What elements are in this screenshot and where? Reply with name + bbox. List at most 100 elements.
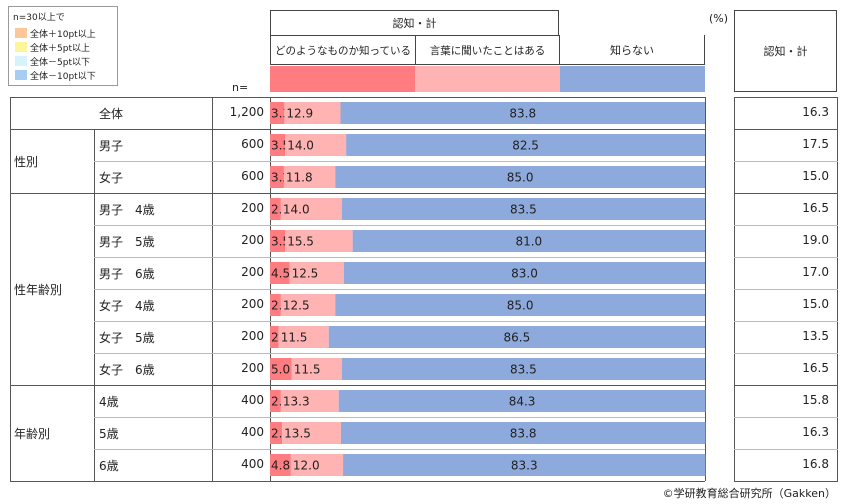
bar-segment — [343, 262, 705, 284]
bar-segment — [280, 390, 339, 412]
row-awareness-total: 17.5 — [802, 137, 829, 151]
unit-label: (%) — [709, 12, 729, 25]
row-n-value: 200 — [241, 201, 264, 215]
bar-segment — [340, 102, 705, 124]
bar-data-label: 83.5 — [510, 203, 537, 217]
credit: ©学研教育総合研究所（Gakken） — [662, 487, 836, 500]
row-n-value: 200 — [241, 361, 264, 375]
legend-label: 全体＋5pt以上 — [30, 43, 90, 54]
row-label: 全体 — [98, 107, 123, 121]
row-separator — [734, 257, 838, 258]
row-awareness-total: 15.8 — [802, 393, 829, 407]
bar-data-label: 12.5 — [283, 299, 310, 313]
row-label: 6歳 — [99, 459, 119, 473]
row-n-value: 200 — [241, 233, 264, 247]
summary-border — [734, 385, 838, 386]
bar-segment — [340, 422, 706, 444]
bar-data-label: 86.5 — [504, 331, 531, 345]
summary-border — [734, 481, 838, 482]
legend-item-minus10: 全体－10pt以下 — [15, 68, 96, 82]
row-separator — [734, 321, 838, 322]
row-n-value: 400 — [241, 393, 264, 407]
bar-data-label: 85.0 — [507, 171, 534, 185]
row-label: 男子 5歳 — [99, 235, 155, 249]
bar-segment — [280, 294, 336, 316]
bar-segment — [343, 454, 706, 476]
row-group-label: 性年齢別 — [14, 283, 63, 297]
row-n-value: 400 — [241, 425, 264, 439]
row-separator — [94, 449, 705, 450]
legend-swatch — [15, 28, 27, 38]
bar-data-label: 85.0 — [507, 299, 534, 313]
row-awareness-total: 15.0 — [802, 297, 829, 311]
row-separator — [734, 353, 838, 354]
row-awareness-total: 16.5 — [802, 201, 829, 215]
row-separator — [94, 417, 705, 418]
bar-segment — [270, 262, 290, 284]
bar-segment — [270, 198, 281, 220]
bar-segment — [290, 454, 344, 476]
row-separator — [734, 289, 838, 290]
legend-swatch — [15, 42, 27, 52]
row-label: 4歳 — [99, 395, 119, 409]
bar-data-label: 13.5 — [284, 427, 311, 441]
legend-label: 全体－5pt以下 — [30, 57, 90, 68]
row-label: 女子 6歳 — [99, 363, 155, 377]
bar-data-label: 12.5 — [292, 267, 319, 281]
n-label: n= — [232, 81, 249, 94]
row-n-value: 600 — [241, 169, 264, 183]
legend-title: n=30以上で — [13, 13, 65, 23]
row-label: 女子 5歳 — [99, 331, 155, 345]
bar-segment — [278, 326, 329, 348]
table-border — [10, 97, 705, 98]
bar-segment — [352, 230, 705, 252]
bar-data-label: 83.5 — [510, 363, 537, 377]
bar-data-label: 14.0 — [287, 139, 314, 153]
bar-data-label: 13.3 — [283, 395, 310, 409]
row-label: 男子 6歳 — [99, 267, 155, 281]
bar-segment — [346, 134, 706, 156]
bar-data-label: 83.8 — [509, 107, 536, 121]
bar-segment — [282, 422, 341, 444]
bar-data-label: 11.5 — [294, 363, 321, 377]
row-awareness-total: 15.0 — [802, 169, 829, 183]
row-separator — [94, 257, 705, 258]
bar-segment — [335, 294, 705, 316]
bar-segment — [341, 198, 705, 220]
row-label: 男子 — [99, 139, 124, 153]
row-label: 5歳 — [99, 427, 119, 441]
bar-segment — [338, 390, 706, 412]
bar-segment — [283, 166, 336, 188]
bar-segment — [341, 358, 705, 380]
row-group-label: 性別 — [14, 155, 39, 169]
row-separator — [94, 225, 705, 226]
row-awareness-total: 16.3 — [802, 425, 829, 439]
bar-segment — [291, 358, 342, 380]
header-color-know-what — [270, 66, 415, 92]
bar-segment — [270, 102, 285, 124]
bar-data-label: 4.8 — [271, 459, 290, 473]
bar-segment — [270, 134, 286, 156]
row-separator — [734, 417, 838, 418]
row-separator — [734, 161, 838, 162]
bar-segment — [335, 166, 705, 188]
bar-segment — [285, 230, 353, 252]
bar-data-label: 15.5 — [287, 235, 314, 249]
row-n-value: 600 — [241, 137, 264, 151]
bar-segment — [270, 326, 279, 348]
bar-segment — [285, 134, 347, 156]
bar-data-label: 4.5 — [271, 267, 290, 281]
table-border — [10, 385, 705, 386]
row-awareness-total: 16.5 — [802, 361, 829, 375]
bar-data-label: 83.0 — [511, 267, 538, 281]
row-separator — [734, 225, 838, 226]
row-separator — [94, 321, 705, 322]
table-border — [10, 129, 705, 130]
bar-segment — [270, 230, 286, 252]
bar-data-label: 12.0 — [293, 459, 320, 473]
table-border — [94, 129, 95, 481]
header-color-unknown — [560, 66, 705, 92]
row-n-value: 200 — [241, 265, 264, 279]
bar-data-label: 5.0 — [271, 363, 290, 377]
legend-label: 全体＋10pt以上 — [30, 29, 96, 40]
